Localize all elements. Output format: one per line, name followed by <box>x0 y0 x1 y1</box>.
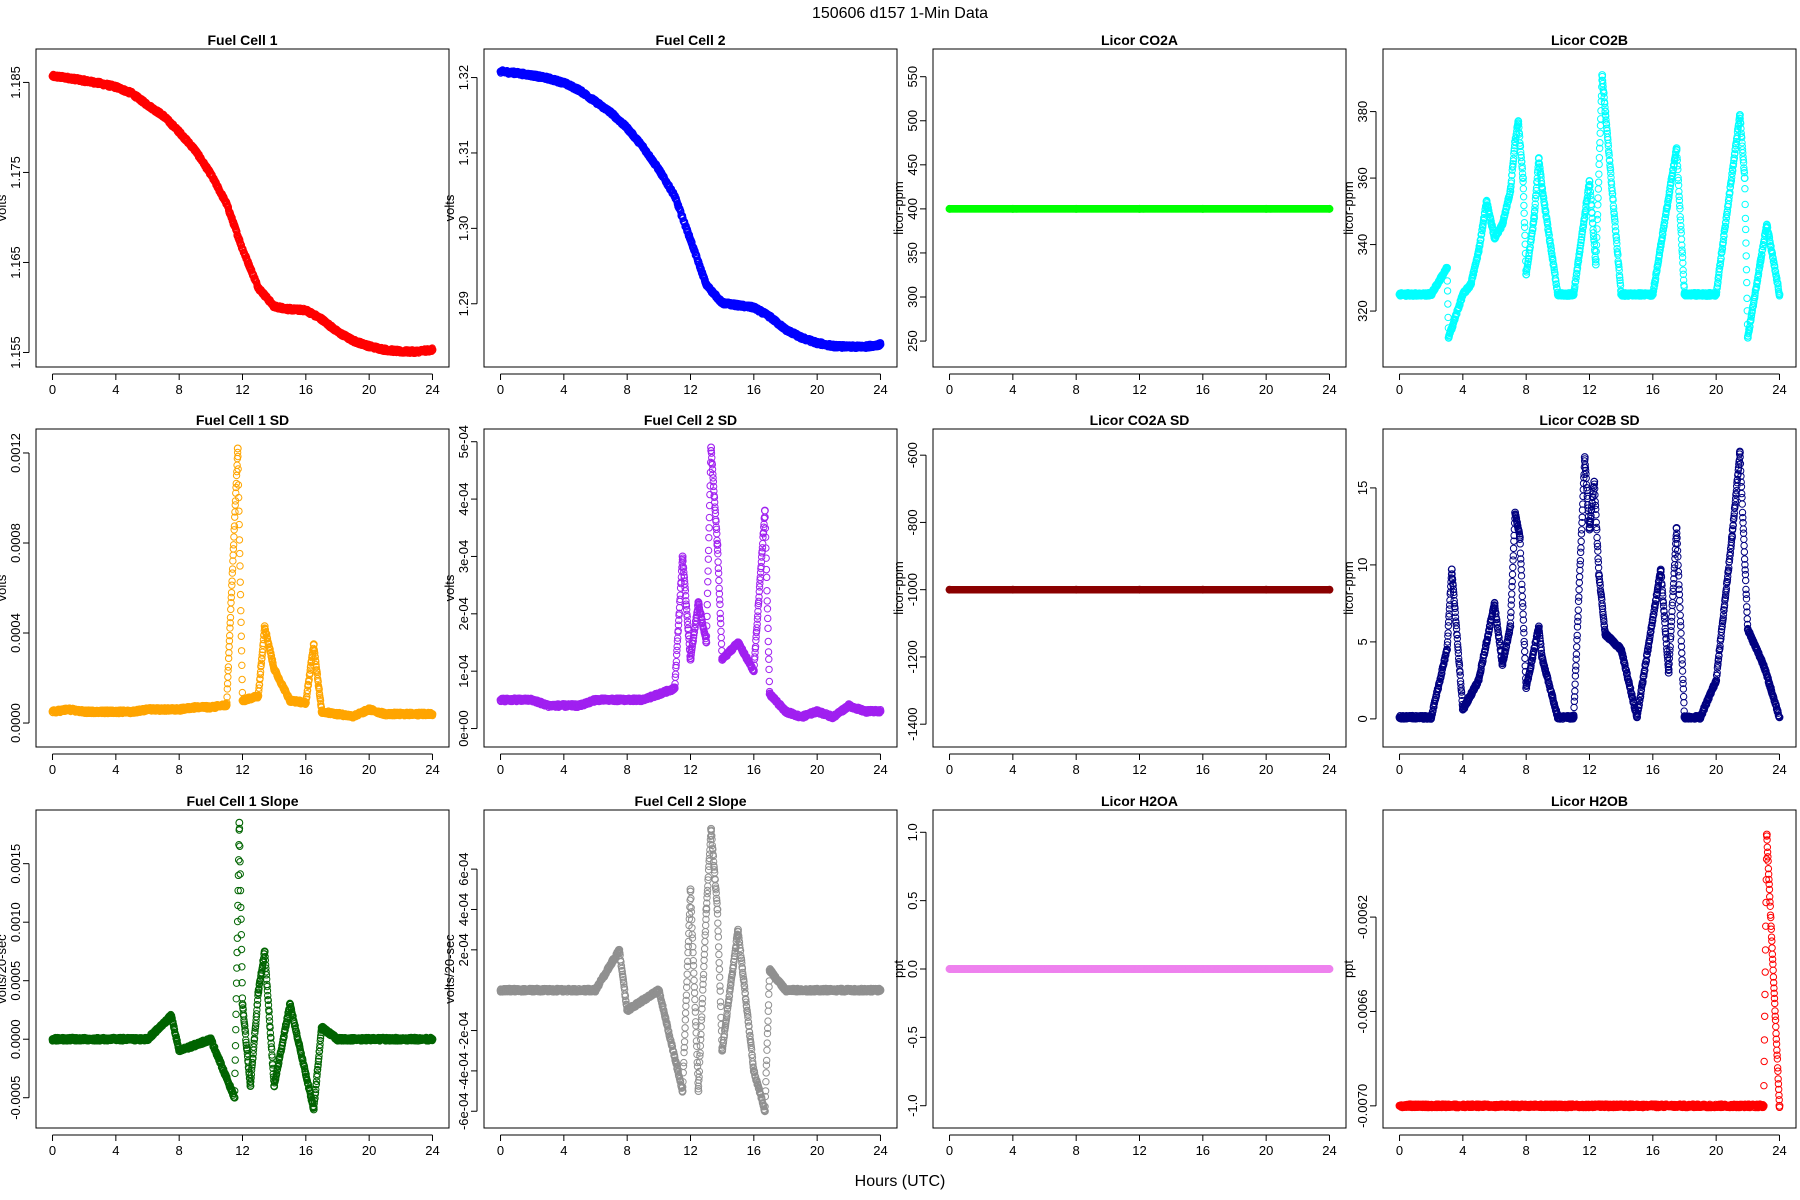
y-axis-label: licor-ppm <box>1341 181 1356 234</box>
panel-title: Fuel Cell 1 <box>207 32 277 48</box>
panel-fuel-cell-2: Fuel Cell 2 0 4 8 12 16 20 24 1.29 1.30 1.31 1.32 vo… <box>442 32 898 397</box>
panel-title: Licor CO2A <box>1101 32 1178 48</box>
y-tick-label: 400 <box>905 198 920 220</box>
data-series <box>945 204 1334 213</box>
y-axis-label: volts <box>0 194 9 221</box>
x-tick-label: 16 <box>299 382 313 397</box>
x-tick-label: 0 <box>946 382 953 397</box>
y-axis: 250 300 350 400 450 500 550 <box>905 66 927 352</box>
data-point <box>1443 277 1452 285</box>
y-tick-label: 550 <box>905 66 920 88</box>
x-tick-label: 8 <box>1073 382 1080 397</box>
x-tick-label: 8 <box>624 382 631 397</box>
plot-frame <box>35 48 450 368</box>
data-series <box>1395 71 1784 342</box>
x-axis: 0 4 8 12 16 20 24 <box>497 373 888 397</box>
y-tick-label: 1.29 <box>456 291 471 316</box>
x-tick-label: 8 <box>1523 382 1530 397</box>
x-axis: 0 4 8 12 16 20 24 <box>49 373 440 397</box>
y-axis: 320 340 360 380 <box>1355 101 1377 322</box>
figure-xlabel: Hours (UTC) <box>855 1173 946 1190</box>
panel-title: Licor CO2B <box>1551 32 1628 48</box>
data-point <box>1519 185 1528 193</box>
x-tick-label: 24 <box>1772 382 1786 397</box>
y-tick-label: 350 <box>905 242 920 264</box>
x-tick-label: 12 <box>235 382 249 397</box>
x-tick-label: 4 <box>112 382 119 397</box>
y-tick-label: 1.32 <box>456 65 471 90</box>
x-tick-label: 0 <box>497 382 504 397</box>
x-tick-label: 12 <box>1132 382 1146 397</box>
x-tick-label: 20 <box>1709 382 1723 397</box>
y-tick-label: 1.31 <box>456 140 471 165</box>
x-tick-label: 20 <box>810 382 824 397</box>
y-tick-label: 1.175 <box>8 156 23 189</box>
y-axis-label: licor-ppm <box>891 181 906 234</box>
plot-frame <box>483 48 898 368</box>
y-axis: 1.155 1.165 1.175 1.185 <box>8 66 30 369</box>
x-tick-label: 0 <box>49 382 56 397</box>
x-tick-label: 4 <box>560 382 567 397</box>
x-tick-label: 16 <box>747 382 761 397</box>
y-axis: 1.29 1.30 1.31 1.32 <box>456 65 478 316</box>
y-tick-label: 450 <box>905 154 920 176</box>
panel-title: Fuel Cell 2 <box>655 32 725 48</box>
x-tick-label: 0 <box>1396 382 1403 397</box>
data-series <box>48 70 437 358</box>
y-tick-label: 360 <box>1355 167 1370 189</box>
y-tick-label: 320 <box>1355 300 1370 322</box>
data-series <box>496 66 885 353</box>
y-tick-label: 300 <box>905 286 920 308</box>
x-tick-label: 4 <box>1459 382 1466 397</box>
data-point <box>1520 209 1528 217</box>
y-tick-label: 380 <box>1355 101 1370 123</box>
x-tick-label: 16 <box>1196 382 1210 397</box>
data-point <box>1519 193 1528 201</box>
y-tick-label: 340 <box>1355 234 1370 256</box>
data-point <box>1520 201 1528 210</box>
figure-title: 150606 d157 1-Min Data <box>812 5 988 22</box>
y-tick-label: 500 <box>905 110 920 132</box>
x-axis: 0 4 8 12 16 20 24 <box>1396 373 1787 397</box>
x-axis: 0 4 8 12 16 20 24 <box>946 373 1337 397</box>
data-point <box>1521 231 1529 240</box>
x-tick-label: 4 <box>1009 382 1016 397</box>
panel-licor-co2b: Licor CO2B 0 4 8 12 16 20 24 320 340 360 380 licor-p… <box>1341 32 1797 397</box>
x-tick-label: 8 <box>176 382 183 397</box>
panel-fuel-cell-1: Fuel Cell 10 4 8 12 16 20 241.1551.1651.1751.1… <box>0 32 450 397</box>
panels: Fuel Cell 10 4 8 12 16 20 241.1551.1651.1751.1… <box>0 32 1797 1158</box>
x-tick-label: 24 <box>1322 382 1336 397</box>
x-tick-label: 16 <box>1646 382 1660 397</box>
x-tick-label: 24 <box>873 382 887 397</box>
data-point <box>1444 300 1452 308</box>
y-tick-label: 1.155 <box>8 336 23 369</box>
y-tick-label: 1.165 <box>8 246 23 279</box>
y-tick-label: 250 <box>905 330 920 352</box>
data-point <box>1444 313 1452 322</box>
x-tick-label: 12 <box>683 382 697 397</box>
x-tick-label: 24 <box>425 382 439 397</box>
data-point <box>1520 223 1529 231</box>
data-point <box>1443 287 1452 295</box>
panel-licor-co2a: Licor CO2A 0 4 8 12 16 20 24 250 300 350 400 450 500 5… <box>891 32 1347 397</box>
y-tick-label: 1.30 <box>456 216 471 241</box>
y-tick-label: 1.185 <box>8 66 23 99</box>
x-tick-label: 12 <box>1582 382 1596 397</box>
y-axis-label: volts <box>442 194 457 221</box>
x-tick-label: 20 <box>1259 382 1273 397</box>
x-tick-label: 20 <box>362 382 376 397</box>
